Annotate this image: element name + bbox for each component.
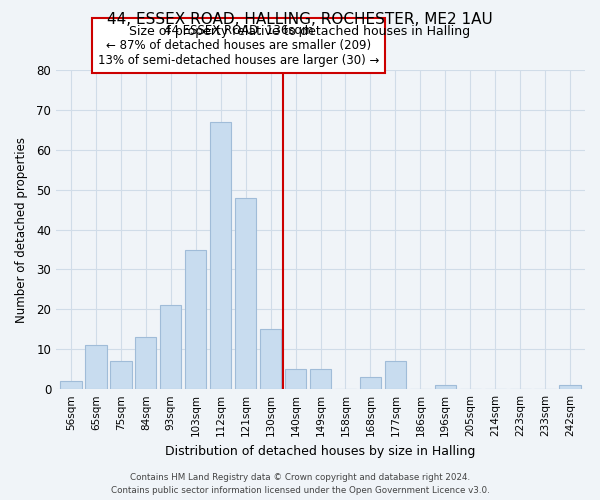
Text: Size of property relative to detached houses in Halling: Size of property relative to detached ho… [130, 25, 470, 38]
Bar [85, 346, 107, 389]
Bar [210, 122, 232, 389]
Bar [559, 385, 581, 389]
Bar [135, 338, 157, 389]
Bar [385, 362, 406, 389]
Y-axis label: Number of detached properties: Number of detached properties [15, 136, 28, 322]
Bar [185, 250, 206, 389]
Bar [260, 330, 281, 389]
Bar [434, 385, 456, 389]
Bar [110, 362, 131, 389]
Text: 44 ESSEX ROAD: 136sqm
← 87% of detached houses are smaller (209)
13% of semi-det: 44 ESSEX ROAD: 136sqm ← 87% of detached … [98, 24, 379, 67]
Bar [285, 369, 306, 389]
Bar [160, 306, 181, 389]
X-axis label: Distribution of detached houses by size in Halling: Distribution of detached houses by size … [166, 444, 476, 458]
Bar [235, 198, 256, 389]
Text: Contains HM Land Registry data © Crown copyright and database right 2024.
Contai: Contains HM Land Registry data © Crown c… [110, 474, 490, 495]
Bar [360, 377, 381, 389]
Bar [61, 381, 82, 389]
Text: 44, ESSEX ROAD, HALLING, ROCHESTER, ME2 1AU: 44, ESSEX ROAD, HALLING, ROCHESTER, ME2 … [107, 12, 493, 28]
Bar [310, 369, 331, 389]
